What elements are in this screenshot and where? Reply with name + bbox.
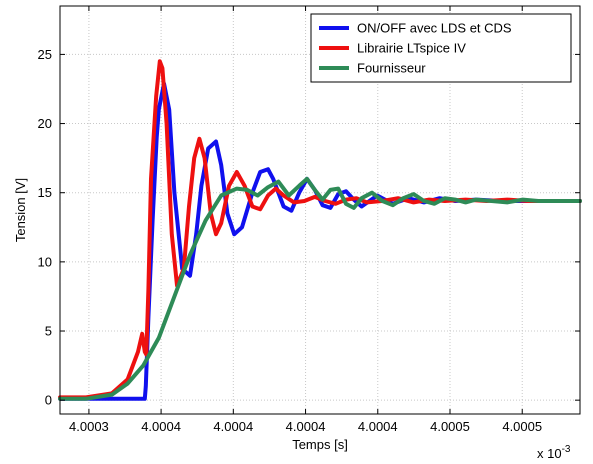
- series-line: [58, 59, 582, 400]
- y-tick-label: 15: [38, 185, 52, 200]
- y-tick-label: 10: [38, 254, 52, 269]
- y-tick-label: 0: [45, 393, 52, 408]
- legend-entry: ON/OFF avec LDS et CDS: [357, 21, 512, 36]
- legend-entry: Librairie LTspice IV: [357, 41, 466, 56]
- plot-frame: [59, 5, 581, 415]
- x-tick-label: 4.0004: [213, 419, 253, 434]
- ticks: 4.0003 4.0004 4.0004 4.0004 4.0004 4.0005 4.00…: [38, 6, 580, 434]
- y-tick-label: 20: [38, 116, 52, 131]
- x-tick-label: 4.0004: [286, 419, 326, 434]
- x-tick-label: 4.0004: [141, 419, 181, 434]
- x-tick-label: 4.0005: [430, 419, 470, 434]
- x-tick-label: 4.0003: [69, 419, 109, 434]
- grid: [60, 6, 580, 414]
- x-tick-label: 4.0004: [358, 419, 398, 434]
- legend: ON/OFF avec LDS et CDS Librairie LTspice …: [310, 13, 572, 83]
- y-tick-label: 5: [45, 324, 52, 339]
- x-axis-label: Temps [s]: [292, 437, 348, 452]
- legend-box: [310, 13, 572, 83]
- x-axis-exponent: x 10-3: [537, 444, 571, 461]
- x-tick-label: 4.0005: [502, 419, 542, 434]
- y-axis-label: Tension [V]: [13, 178, 28, 242]
- x-axis-exponent-base: x 10: [537, 446, 562, 461]
- legend-entry: Fournisseur: [357, 61, 426, 76]
- y-tick-label: 25: [38, 47, 52, 62]
- x-axis-exponent-power: -3: [562, 444, 571, 455]
- series-layer: [58, 59, 582, 401]
- series-line: [58, 176, 582, 401]
